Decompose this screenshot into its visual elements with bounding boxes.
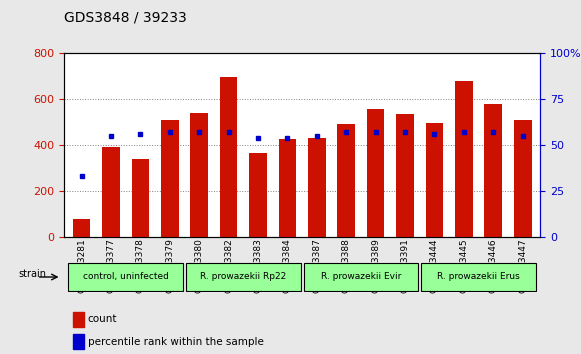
Bar bbox=[73, 219, 91, 237]
Bar bbox=[279, 139, 296, 237]
Bar bbox=[485, 104, 502, 237]
Bar bbox=[367, 109, 385, 237]
Bar bbox=[249, 153, 267, 237]
Bar bbox=[73, 334, 84, 349]
Bar bbox=[514, 120, 532, 237]
Bar bbox=[220, 77, 238, 237]
Bar bbox=[396, 114, 414, 237]
Text: R. prowazekii Evir: R. prowazekii Evir bbox=[321, 272, 401, 281]
FancyBboxPatch shape bbox=[186, 263, 300, 291]
Text: R. prowazekii Rp22: R. prowazekii Rp22 bbox=[200, 272, 286, 281]
FancyBboxPatch shape bbox=[421, 263, 536, 291]
Bar bbox=[102, 147, 120, 237]
Bar bbox=[131, 159, 149, 237]
Text: percentile rank within the sample: percentile rank within the sample bbox=[88, 337, 264, 347]
Text: count: count bbox=[88, 314, 117, 324]
Bar bbox=[426, 122, 443, 237]
FancyBboxPatch shape bbox=[304, 263, 418, 291]
Text: GDS3848 / 39233: GDS3848 / 39233 bbox=[64, 11, 187, 25]
Bar bbox=[191, 113, 208, 237]
FancyBboxPatch shape bbox=[69, 263, 183, 291]
Text: strain: strain bbox=[19, 269, 46, 279]
Text: R. prowazekii Erus: R. prowazekii Erus bbox=[437, 272, 520, 281]
Text: control, uninfected: control, uninfected bbox=[83, 272, 168, 281]
Bar bbox=[73, 312, 84, 327]
Bar bbox=[455, 81, 473, 237]
Bar bbox=[308, 138, 325, 237]
Bar bbox=[161, 120, 178, 237]
Bar bbox=[338, 124, 355, 237]
